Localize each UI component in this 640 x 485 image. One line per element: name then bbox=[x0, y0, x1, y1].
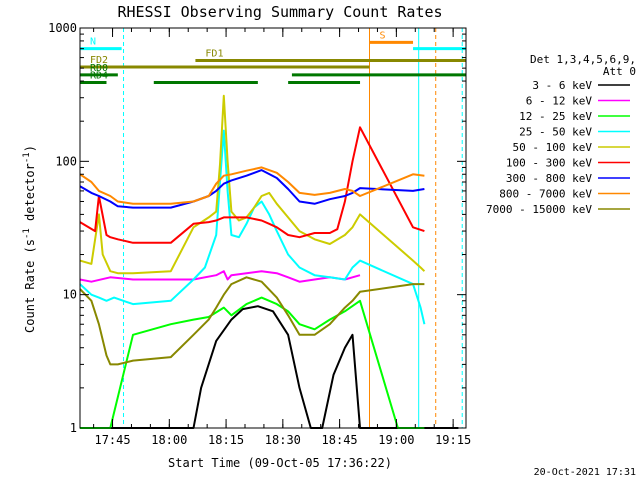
legend: Det 1,3,4,5,6,9,Att 0 3 - 6 keV 6 - 12 keV… bbox=[486, 53, 636, 216]
mode-label-fd2: FD2 bbox=[90, 55, 108, 66]
legend-label-2: 12 - 25 keV bbox=[519, 110, 592, 123]
mode-label-rd0: RD0 bbox=[90, 63, 108, 74]
legend-label-4: 50 - 100 keV bbox=[513, 141, 593, 154]
y-tick-label: 10 bbox=[63, 288, 77, 302]
x-tick-label: 19:15 bbox=[435, 433, 471, 447]
x-axis-label: Start Time (09-Oct-05 17:36:22) bbox=[168, 456, 392, 470]
legend-header: Det 1,3,4,5,6,9, bbox=[530, 53, 636, 66]
plot-frame bbox=[79, 27, 467, 429]
series-line-6 bbox=[79, 169, 425, 209]
x-tick-label: 18:15 bbox=[208, 433, 244, 447]
x-tick-label: 17:45 bbox=[94, 433, 130, 447]
y-tick-label: 100 bbox=[55, 154, 77, 168]
legend-label-6: 300 - 800 keV bbox=[506, 172, 592, 185]
legend-label-5: 100 - 300 keV bbox=[506, 157, 592, 170]
series-line-2 bbox=[80, 296, 425, 429]
axes: 1 10 100 1000 17:45 18:00 18:15 18:30 18:45 19:00… bbox=[48, 21, 471, 447]
series-line-4 bbox=[79, 94, 426, 275]
legend-label-1: 6 - 12 keV bbox=[526, 95, 593, 108]
x-tick-label: 18:00 bbox=[151, 433, 187, 447]
legend-label-0: 3 - 6 keV bbox=[532, 79, 592, 92]
y-tick-label: 1000 bbox=[48, 21, 77, 35]
series-line-8 bbox=[79, 276, 425, 366]
legend-header: Att 0 bbox=[603, 65, 636, 78]
series-line-7 bbox=[79, 166, 425, 205]
y-axis-label: Count Rate (s-1 detector-1) bbox=[22, 145, 37, 333]
legend-label-3: 25 - 50 keV bbox=[519, 126, 592, 139]
mode-label-rd4: RD4 bbox=[90, 71, 108, 82]
mode-label-fd1: FD1 bbox=[205, 49, 223, 60]
series-line-3 bbox=[79, 129, 426, 325]
mode-label-s: S bbox=[380, 30, 386, 41]
timestamp: 20-Oct-2021 17:31 bbox=[534, 467, 636, 478]
chart-title: RHESSI Observing Summary Count Rates bbox=[117, 3, 442, 21]
mode-label-n: N bbox=[90, 37, 96, 48]
x-tick-label: 18:45 bbox=[322, 433, 358, 447]
series-line-5 bbox=[79, 126, 425, 244]
legend-label-7: 800 - 7000 keV bbox=[499, 188, 592, 201]
x-tick-label: 18:30 bbox=[265, 433, 301, 447]
y-tick-label: 1 bbox=[70, 421, 77, 435]
x-tick-label: 19:00 bbox=[378, 433, 414, 447]
legend-label-8: 7000 - 15000 keV bbox=[486, 203, 592, 216]
